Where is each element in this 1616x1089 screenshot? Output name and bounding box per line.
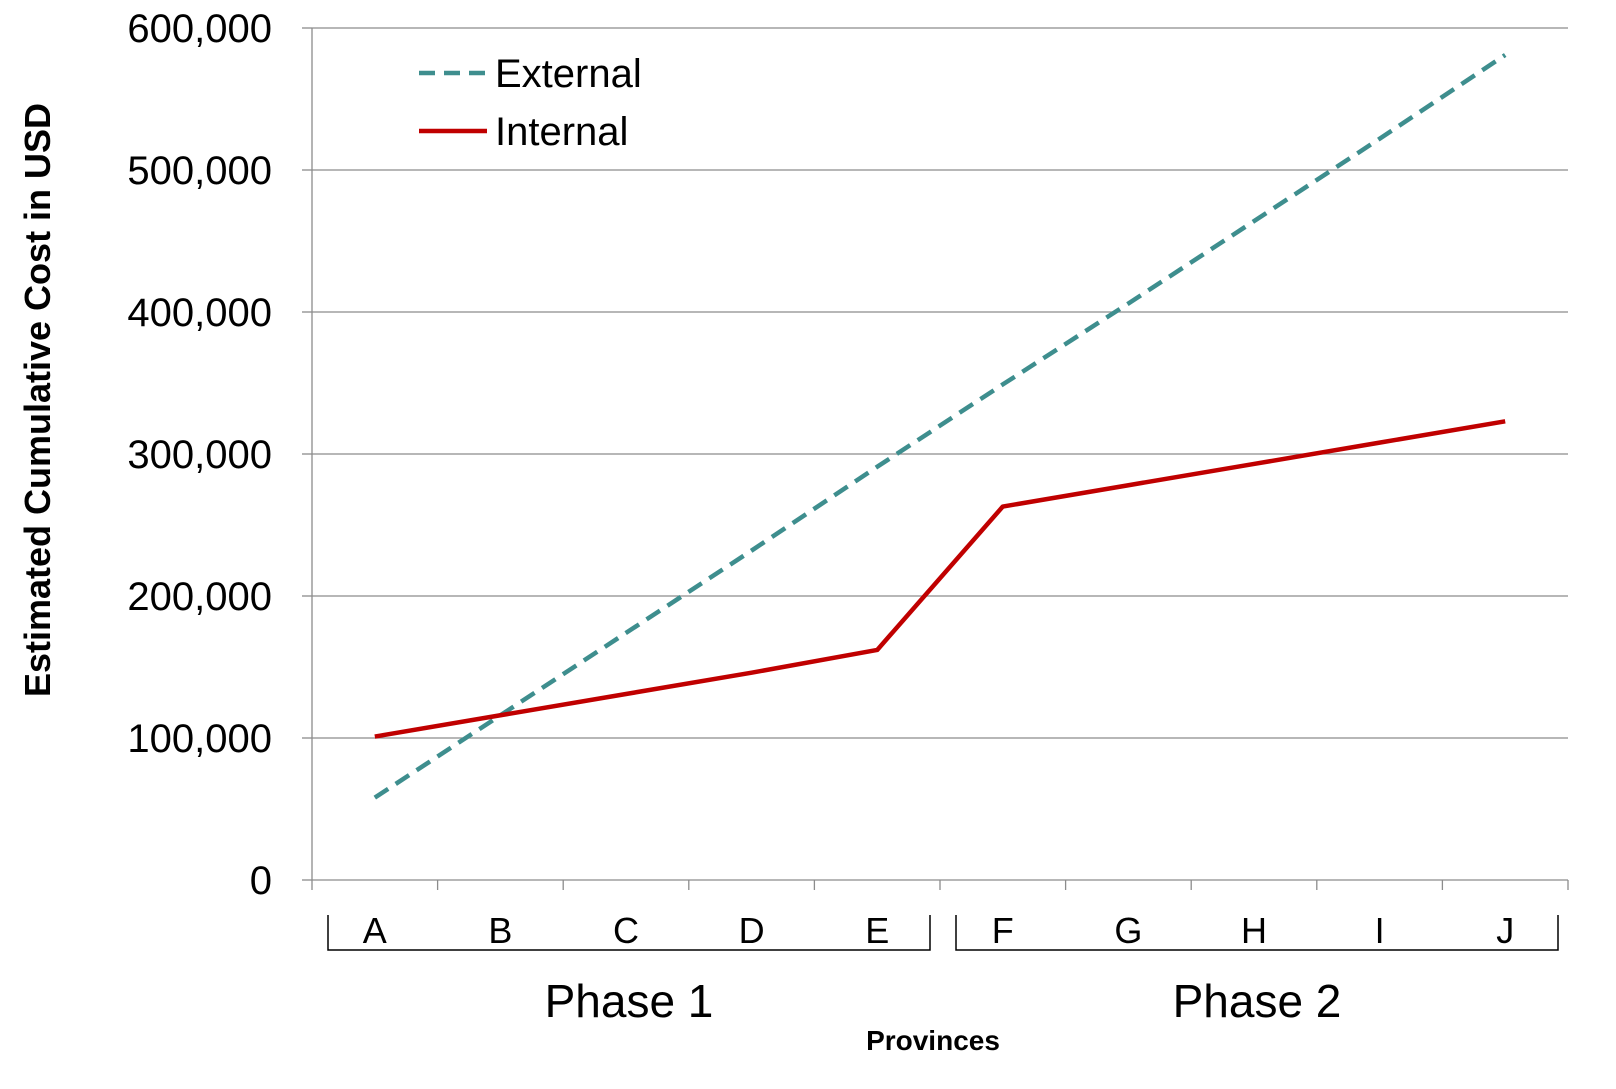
x-tick-label: E xyxy=(865,910,889,951)
x-tick-label: C xyxy=(613,910,639,951)
y-axis-label: Estimated Cumulative Cost in USD xyxy=(17,103,58,697)
legend-label: Internal xyxy=(495,110,628,154)
x-tick-label: I xyxy=(1375,910,1385,951)
x-tick-label: J xyxy=(1496,910,1514,951)
x-tick-label: F xyxy=(992,910,1014,951)
series-line-internal xyxy=(374,419,1506,739)
legend: External Internal xyxy=(419,52,642,154)
group-label: Phase 1 xyxy=(545,975,714,1027)
x-tick-labels: A B C D E F G H I J xyxy=(363,910,1514,951)
series-lines xyxy=(373,53,1507,800)
x-tick-label: H xyxy=(1241,910,1267,951)
axes xyxy=(302,27,1569,890)
gridlines xyxy=(312,27,1568,739)
x-tick-label: A xyxy=(363,910,387,951)
y-tick-label: 400,000 xyxy=(127,291,272,335)
y-tick-label: 100,000 xyxy=(127,717,272,761)
x-tick-label: B xyxy=(488,910,512,951)
y-tick-label: 300,000 xyxy=(127,433,272,477)
group-label: Phase 2 xyxy=(1173,975,1342,1027)
x-tick-label: G xyxy=(1114,910,1142,951)
x-axis-label: Provinces xyxy=(866,1025,1000,1056)
y-tick-label: 200,000 xyxy=(127,575,272,619)
group-bracket xyxy=(955,915,1559,951)
series-line-external xyxy=(373,53,1507,800)
category-groups: Phase 1 Phase 2 xyxy=(327,915,1559,1027)
legend-label: External xyxy=(495,52,642,96)
group-bracket xyxy=(327,915,931,951)
y-tick-label: 0 xyxy=(250,859,272,903)
y-tick-labels: 0 100,000 200,000 300,000 400,000 500,000 600,… xyxy=(127,7,272,903)
x-tick-label: D xyxy=(739,910,765,951)
y-tick-label: 500,000 xyxy=(127,149,272,193)
y-tick-label: 600,000 xyxy=(127,7,272,51)
